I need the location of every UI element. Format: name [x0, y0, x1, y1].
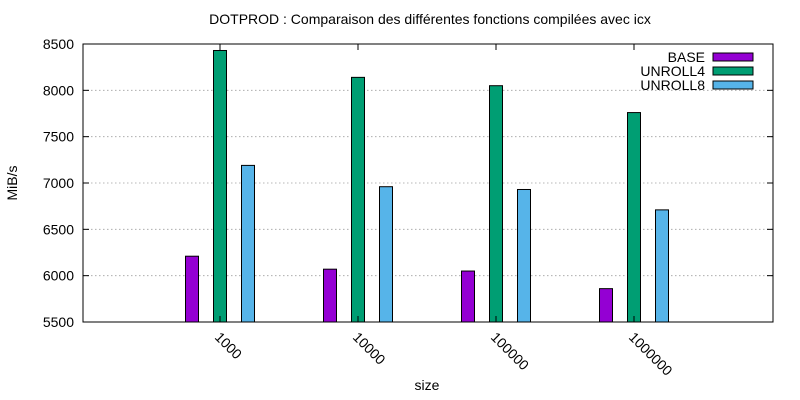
chart-title: DOTPROD : Comparaison des différentes fo…: [209, 11, 651, 27]
y-tick-label: 7500: [43, 129, 74, 145]
bar-unroll8-10000: [379, 186, 393, 323]
bar-base-1000000: [599, 288, 613, 323]
grid-lines: [83, 89, 773, 277]
x-tick-label: 10000: [350, 329, 389, 368]
y-tick-label: 5500: [43, 314, 74, 330]
bars: [185, 49, 669, 323]
bar-base-1000: [185, 255, 199, 323]
legend-label-unroll8: UNROLL8: [640, 77, 705, 93]
x-axis-label: size: [415, 377, 440, 393]
bar-unroll4-1000: [213, 49, 227, 323]
bar-unroll8-1000000: [655, 209, 669, 323]
y-tick-label: 8500: [43, 36, 74, 52]
bar-unroll4-100000: [489, 85, 503, 323]
x-tick-label: 100000: [488, 329, 532, 373]
legend-label-base: BASE: [668, 49, 705, 65]
bar-unroll4-1000000: [627, 112, 641, 323]
bar-unroll8-1000: [241, 164, 255, 323]
y-tick-label: 7000: [43, 175, 74, 191]
bar-base-10000: [323, 268, 337, 323]
y-axis-label: MiB/s: [4, 166, 20, 201]
legend-swatch-base: [712, 52, 754, 62]
x-axis-ticks: 1000 10000 100000 1000000: [212, 44, 676, 379]
bar-unroll4-10000: [351, 76, 365, 323]
x-tick-label: 1000: [212, 329, 245, 362]
bar-unroll8-100000: [517, 188, 531, 323]
y-tick-label: 8000: [43, 82, 74, 98]
bar-base-100000: [461, 270, 475, 323]
legend-label-unroll4: UNROLL4: [640, 63, 705, 79]
x-tick-label: 1000000: [626, 329, 676, 379]
legend-swatch-unroll8: [712, 80, 754, 90]
legend-swatch-unroll4: [712, 66, 754, 76]
y-tick-label: 6000: [43, 268, 74, 284]
y-axis-ticks: 5500 6000 6500 7000 7500 8000 8500: [43, 36, 773, 330]
y-tick-label: 6500: [43, 221, 74, 237]
